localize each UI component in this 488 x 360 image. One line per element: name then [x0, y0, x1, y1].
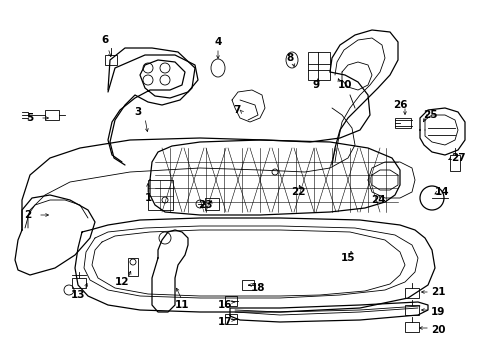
Bar	[242, 280, 253, 290]
Text: 10: 10	[337, 80, 351, 90]
Text: 5: 5	[26, 113, 34, 123]
Text: 24: 24	[370, 195, 385, 205]
Text: 12: 12	[115, 277, 129, 287]
Bar	[45, 110, 59, 120]
Bar	[224, 314, 237, 324]
Text: 13: 13	[71, 290, 85, 300]
Text: 18: 18	[250, 283, 264, 293]
Text: 20: 20	[430, 325, 445, 335]
Bar	[404, 305, 418, 315]
Text: 6: 6	[101, 35, 108, 45]
Text: 2: 2	[24, 210, 32, 220]
Bar	[148, 180, 173, 210]
Bar	[449, 155, 459, 171]
Text: 19: 19	[430, 307, 444, 317]
Bar	[394, 118, 410, 128]
Bar	[128, 258, 138, 276]
Text: 22: 22	[290, 187, 305, 197]
Bar	[404, 322, 418, 332]
Bar	[204, 198, 219, 210]
Bar	[224, 296, 237, 306]
Text: 7: 7	[233, 105, 240, 115]
Text: 21: 21	[430, 287, 445, 297]
Text: 9: 9	[312, 80, 319, 90]
Text: 25: 25	[422, 110, 436, 120]
Text: 17: 17	[217, 317, 232, 327]
Text: 26: 26	[392, 100, 407, 110]
Bar	[105, 55, 117, 65]
Bar	[307, 52, 329, 80]
Text: 4: 4	[214, 37, 221, 47]
Text: 15: 15	[340, 253, 354, 263]
Text: 11: 11	[174, 300, 189, 310]
Text: 14: 14	[434, 187, 448, 197]
Text: 3: 3	[134, 107, 142, 117]
Text: 8: 8	[286, 53, 293, 63]
Bar	[404, 288, 418, 298]
Text: 27: 27	[450, 153, 465, 163]
Text: 23: 23	[197, 200, 212, 210]
Text: 1: 1	[144, 193, 151, 203]
Text: 16: 16	[217, 300, 232, 310]
Bar	[72, 278, 86, 288]
